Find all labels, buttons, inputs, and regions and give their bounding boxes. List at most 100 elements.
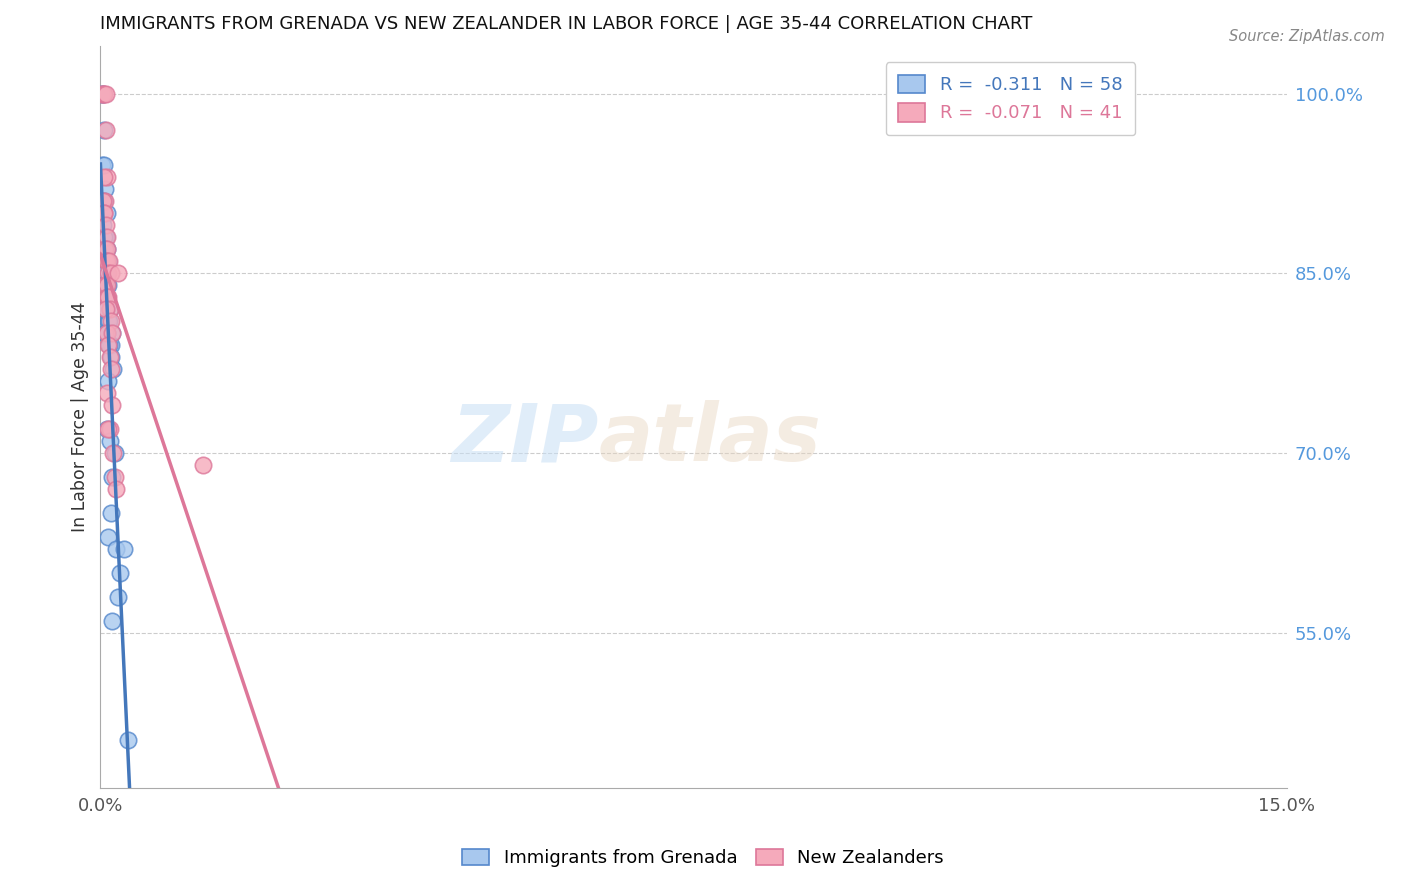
Point	[96, 290, 118, 304]
Point	[94, 278, 117, 293]
Point	[96, 326, 118, 340]
Point	[94, 278, 117, 293]
Point	[91, 87, 114, 101]
Point	[105, 541, 128, 556]
Point	[96, 242, 118, 256]
Legend: Immigrants from Grenada, New Zealanders: Immigrants from Grenada, New Zealanders	[456, 841, 950, 874]
Point	[100, 350, 122, 364]
Point	[93, 122, 115, 136]
Point	[101, 470, 124, 484]
Point	[94, 266, 117, 280]
Point	[94, 302, 117, 317]
Text: IMMIGRANTS FROM GRENADA VS NEW ZEALANDER IN LABOR FORCE | AGE 35-44 CORRELATION : IMMIGRANTS FROM GRENADA VS NEW ZEALANDER…	[100, 15, 1033, 33]
Point	[98, 350, 121, 364]
Point	[96, 206, 118, 220]
Point	[94, 254, 117, 268]
Point	[94, 290, 117, 304]
Point	[98, 254, 121, 268]
Point	[96, 290, 118, 304]
Point	[91, 254, 114, 268]
Text: ZIP: ZIP	[451, 401, 599, 478]
Point	[97, 290, 120, 304]
Point	[96, 278, 118, 293]
Point	[98, 302, 121, 317]
Point	[103, 446, 125, 460]
Point	[101, 446, 124, 460]
Point	[98, 422, 121, 436]
Point	[107, 590, 129, 604]
Point	[93, 266, 115, 280]
Point	[100, 266, 122, 280]
Point	[98, 302, 121, 317]
Point	[94, 230, 117, 244]
Point	[94, 182, 117, 196]
Point	[97, 374, 120, 388]
Point	[107, 266, 129, 280]
Point	[93, 194, 115, 209]
Point	[94, 194, 117, 209]
Point	[108, 566, 131, 580]
Point	[93, 278, 115, 293]
Point	[93, 206, 115, 220]
Point	[94, 302, 117, 317]
Point	[96, 290, 118, 304]
Point	[94, 254, 117, 268]
Point	[98, 314, 121, 328]
Y-axis label: In Labor Force | Age 35-44: In Labor Force | Age 35-44	[72, 301, 89, 533]
Point	[100, 338, 122, 352]
Point	[101, 326, 124, 340]
Point	[97, 278, 120, 293]
Point	[94, 242, 117, 256]
Point	[97, 266, 120, 280]
Point	[93, 206, 115, 220]
Point	[100, 314, 122, 328]
Point	[93, 170, 115, 185]
Point	[96, 254, 118, 268]
Point	[96, 170, 118, 185]
Point	[191, 458, 214, 472]
Point	[98, 434, 121, 448]
Point	[100, 362, 122, 376]
Point	[93, 278, 115, 293]
Point	[94, 266, 117, 280]
Point	[101, 362, 124, 376]
Point	[93, 158, 115, 172]
Point	[93, 302, 115, 317]
Point	[93, 290, 115, 304]
Legend: R =  -0.311   N = 58, R =  -0.071   N = 41: R = -0.311 N = 58, R = -0.071 N = 41	[886, 62, 1135, 135]
Point	[94, 242, 117, 256]
Point	[90, 87, 112, 101]
Point	[94, 87, 117, 101]
Point	[94, 219, 117, 233]
Point	[91, 87, 114, 101]
Point	[94, 326, 117, 340]
Point	[97, 530, 120, 544]
Point	[97, 338, 120, 352]
Point	[96, 422, 118, 436]
Point	[101, 398, 124, 412]
Point	[101, 614, 124, 628]
Point	[101, 326, 124, 340]
Point	[93, 266, 115, 280]
Point	[96, 326, 118, 340]
Point	[94, 122, 117, 136]
Point	[105, 482, 128, 496]
Point	[97, 422, 120, 436]
Point	[93, 230, 115, 244]
Point	[96, 242, 118, 256]
Point	[97, 314, 120, 328]
Point	[112, 541, 135, 556]
Point	[100, 506, 122, 520]
Text: Source: ZipAtlas.com: Source: ZipAtlas.com	[1229, 29, 1385, 44]
Point	[97, 254, 120, 268]
Point	[91, 194, 114, 209]
Point	[94, 254, 117, 268]
Point	[117, 733, 139, 747]
Point	[96, 386, 118, 401]
Point	[96, 254, 118, 268]
Point	[91, 219, 114, 233]
Point	[93, 87, 115, 101]
Point	[96, 230, 118, 244]
Point	[98, 338, 121, 352]
Point	[90, 87, 112, 101]
